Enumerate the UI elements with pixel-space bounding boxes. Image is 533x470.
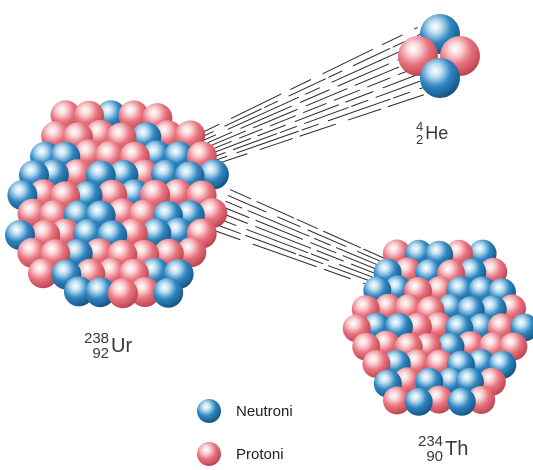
trail-line	[201, 40, 424, 142]
uranium-neutron	[85, 277, 116, 308]
uranium-symbol: Ur	[111, 335, 133, 357]
thorium-proton	[424, 385, 453, 414]
uranium-proton	[129, 277, 160, 307]
thorium-label: 234 90 Th	[418, 434, 468, 464]
helium-mass-number: 4	[416, 119, 424, 134]
thorium-mass-number: 234	[418, 433, 444, 450]
helium-neutron	[420, 58, 460, 98]
trail-line	[206, 67, 435, 156]
uranium-proton	[107, 278, 138, 309]
trail-line	[202, 47, 426, 146]
trail-line	[223, 206, 386, 274]
uranium-neutron	[63, 276, 94, 307]
neutron-sphere-icon	[197, 399, 221, 423]
trail-line	[199, 33, 421, 139]
thorium-proton	[424, 312, 453, 341]
trail-line	[205, 60, 432, 153]
helium-nucleus	[398, 14, 480, 98]
uranium-nucleus	[5, 100, 229, 309]
trail-line	[198, 27, 418, 135]
uranium-proton	[176, 237, 207, 268]
legend-proton: Protoni	[196, 441, 284, 467]
uranium-neutron	[153, 277, 184, 308]
legend-proton-label: Protoni	[236, 445, 284, 463]
trail-line	[209, 81, 440, 163]
thorium-symbol: Th	[445, 438, 469, 460]
trail-line	[218, 218, 383, 282]
trail-line	[220, 212, 385, 278]
trail-line	[229, 189, 391, 262]
trail-line	[208, 74, 438, 160]
thorium-neutron	[447, 387, 476, 416]
thorium-proton	[383, 386, 411, 415]
uranium-label: 238 92 Ur	[84, 331, 132, 361]
trail-line	[227, 194, 390, 266]
helium-label: 4 2 He	[416, 120, 448, 146]
trail-line	[204, 54, 429, 149]
uranium-atomic-number: 92	[92, 345, 110, 362]
helium-atomic-number: 2	[416, 132, 424, 147]
legend-neutron: Neutroni	[196, 398, 293, 424]
thorium-neutron	[404, 387, 433, 416]
thorium-atomic-number: 90	[426, 448, 444, 465]
proton-sphere-icon	[197, 442, 221, 466]
legend-neutron-label: Neutroni	[236, 402, 293, 420]
trail-line	[216, 224, 382, 286]
trail-line	[225, 200, 388, 270]
uranium-mass-number: 238	[84, 330, 110, 347]
trail-line	[213, 229, 380, 290]
trail-line	[211, 88, 443, 167]
helium-symbol: He	[425, 123, 449, 143]
uranium-proton	[118, 100, 149, 131]
thorium-nucleus	[342, 239, 533, 416]
uranium-proton	[28, 258, 58, 289]
emission-trails	[198, 27, 443, 290]
